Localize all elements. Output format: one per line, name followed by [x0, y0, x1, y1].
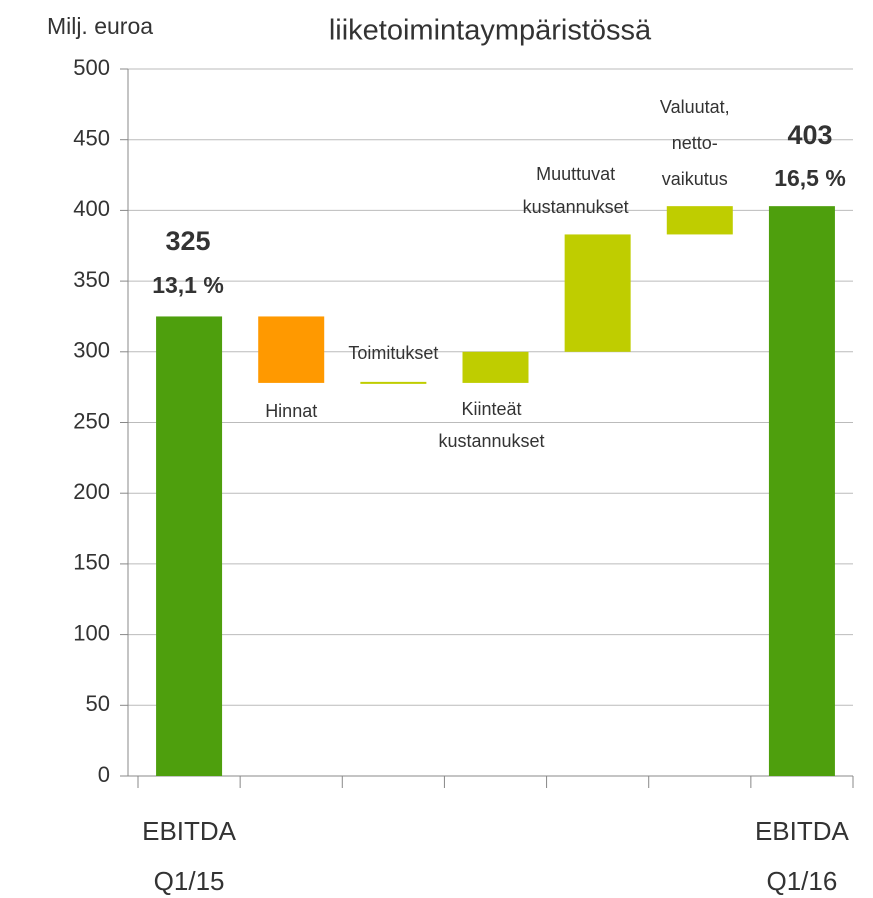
y-tick-label: 200 [73, 479, 110, 504]
y-tick-label: 250 [73, 408, 110, 433]
bar [768, 206, 835, 776]
category-label: EBITDA Q1/16 [755, 816, 850, 896]
y-tick-label: 50 [86, 691, 110, 716]
category-label: Valuutat, netto-vaikutus [660, 97, 730, 189]
category-label: Muuttuvat kustannukset [523, 164, 629, 217]
category-label: Toimitukset [348, 343, 438, 363]
y-tick-label: 0 [98, 762, 110, 787]
chart-title: liiketoimintaympäristössä [329, 15, 652, 47]
bar [258, 316, 325, 383]
category-label: Kiinteät kustannukset [438, 399, 544, 451]
data-label: 325 [165, 226, 210, 256]
y-tick-label: 500 [73, 55, 110, 80]
y-tick-label: 150 [73, 550, 110, 575]
bar [462, 351, 529, 383]
bar [156, 316, 223, 776]
annotation: 16,5 % [774, 165, 846, 191]
bar [666, 206, 733, 235]
y-tick-label: 350 [73, 267, 110, 292]
category-label: EBITDA Q1/15 [142, 816, 237, 896]
annotation: 13,1 % [152, 272, 224, 298]
y-tick-label: 400 [73, 196, 110, 221]
data-label: 403 [787, 120, 832, 150]
y-tick-label: 450 [73, 126, 110, 151]
y-tick-label: 300 [73, 338, 110, 363]
bar [564, 234, 631, 352]
y-axis-label: Milj. euroa [47, 13, 153, 39]
category-label: Hinnat [265, 401, 317, 421]
y-tick-label: 100 [73, 620, 110, 645]
